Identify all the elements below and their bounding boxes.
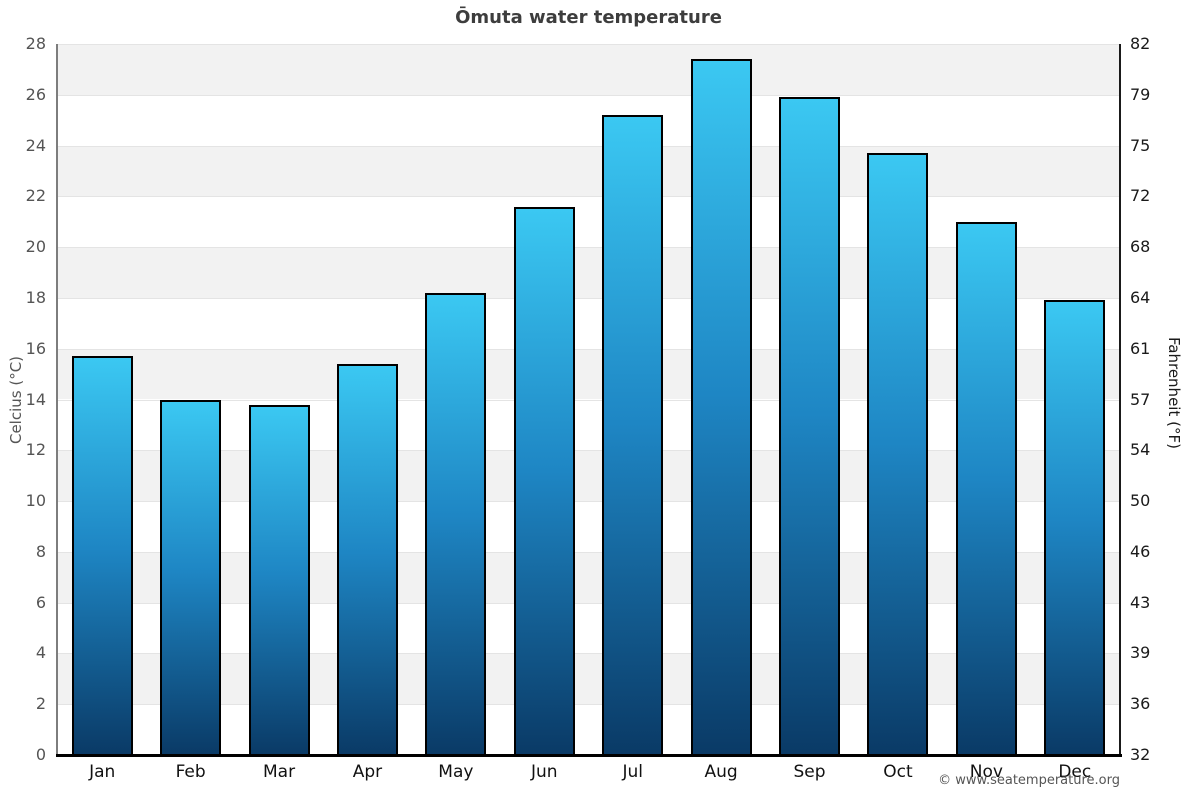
bar-oct (867, 153, 929, 755)
fahrenheit-tick-label: 39 (1130, 643, 1151, 663)
plot-band (58, 450, 1119, 502)
celsius-tick-label: 20 (25, 237, 46, 257)
plot-band (58, 653, 1119, 705)
x-axis-baseline (56, 754, 1122, 757)
right-axis-line (1119, 44, 1121, 755)
month-label-dec: Dec (1058, 762, 1092, 782)
fahrenheit-tick-label: 50 (1130, 491, 1151, 511)
fahrenheit-tick-label: 64 (1130, 287, 1151, 307)
bar-mar (248, 404, 310, 755)
plot-band (58, 145, 1119, 197)
celsius-tick-label: 12 (25, 440, 46, 460)
plot-band (58, 297, 1119, 349)
bar-feb (160, 399, 222, 755)
bar-aug (690, 59, 752, 755)
plot-band (58, 348, 1119, 400)
bar-jul (602, 115, 664, 755)
plot-band (58, 94, 1119, 146)
plot-band (58, 44, 1119, 95)
fahrenheit-tick-label: 54 (1130, 440, 1151, 460)
celsius-tick-label: 6 (35, 592, 46, 612)
celsius-tick-label: 10 (25, 491, 46, 511)
month-label-may: May (438, 762, 474, 782)
plot-band (58, 501, 1119, 552)
fahrenheit-tick-label: 72 (1130, 186, 1151, 206)
fahrenheit-tick-label: 75 (1130, 135, 1151, 155)
bar-nov (955, 221, 1017, 755)
chart-title: Ōmuta water temperature (455, 7, 722, 28)
fahrenheit-tick-label: 46 (1130, 541, 1151, 561)
plot-area (58, 44, 1119, 755)
bar-sep (779, 97, 841, 755)
celsius-tick-label: 28 (25, 34, 46, 53)
fahrenheit-tick-label: 79 (1130, 84, 1151, 104)
month-label-aug: Aug (704, 762, 738, 782)
month-label-apr: Apr (352, 762, 383, 782)
bar-dec (1044, 300, 1106, 755)
month-label-jan: Jan (89, 762, 116, 782)
month-label-sep: Sep (793, 762, 826, 782)
plot-band (58, 704, 1119, 755)
month-label-nov: Nov (969, 762, 1003, 782)
month-label-oct: Oct (883, 762, 913, 782)
plot-band (58, 602, 1119, 654)
celsius-tick-label: 16 (25, 338, 46, 358)
celsius-tick-label: 0 (35, 745, 46, 764)
bar-jan (71, 356, 133, 755)
plot-band (58, 551, 1119, 603)
bar-jun (513, 206, 575, 755)
plot-band (58, 399, 1119, 451)
month-label-feb: Feb (175, 762, 206, 782)
celsius-tick-label: 22 (25, 186, 46, 206)
fahrenheit-tick-label: 36 (1130, 694, 1151, 714)
celsius-tick-label: 26 (25, 84, 46, 104)
plot-band (58, 196, 1119, 248)
celsius-tick-label: 24 (25, 135, 46, 155)
left-axis-line (56, 44, 58, 755)
fahrenheit-tick-label: 32 (1130, 745, 1151, 764)
celsius-tick-label: 14 (25, 389, 46, 409)
celsius-tick-label: 8 (35, 541, 46, 561)
copyright-text: © www.seatemperature.org (938, 773, 1120, 788)
month-label-mar: Mar (262, 762, 296, 782)
month-label-jul: Jul (622, 762, 643, 782)
fahrenheit-tick-label: 82 (1130, 34, 1151, 53)
fahrenheit-tick-label: 61 (1130, 338, 1151, 358)
fahrenheit-tick-label: 43 (1130, 592, 1151, 612)
month-label-jun: Jun (531, 762, 558, 782)
fahrenheit-tick-label: 57 (1130, 389, 1151, 409)
bar-may (425, 292, 487, 755)
celsius-tick-label: 18 (25, 287, 46, 307)
bar-apr (336, 363, 398, 755)
celsius-tick-label: 4 (35, 643, 46, 663)
plot-band (58, 247, 1119, 298)
fahrenheit-tick-label: 68 (1130, 237, 1151, 257)
celsius-tick-label: 2 (35, 694, 46, 714)
